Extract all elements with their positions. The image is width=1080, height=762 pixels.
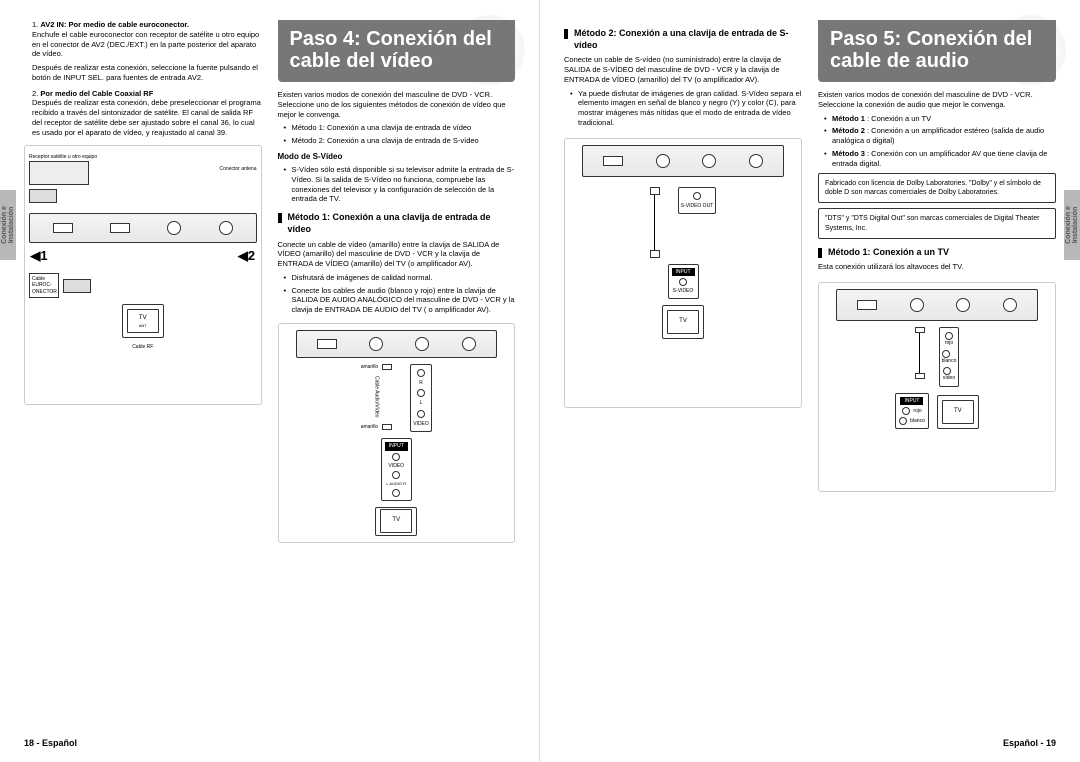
item-av2-title: AV2 IN: Por medio de cable euroconector. [40,20,189,29]
step4-b2: Método 2: Conexión a una clavija de entr… [284,136,516,146]
m2-device [582,145,784,177]
step4-b1: Método 1: Conexión a una clavija de entr… [284,123,516,133]
connection-diagram-1: Receptor satélite u otro equipo Conector… [24,145,262,405]
svideo-bullet: S-Vídeo sólo está disponible si su telev… [284,165,516,204]
m1-tv: TV [375,507,417,536]
page-num-18: 18 - Español [24,738,77,750]
m1-device [296,330,497,358]
item-av2-after: Después de realizar esta conexión, selec… [32,63,262,83]
step5-m1: Método 1 : Conexión a un TV [824,114,1056,124]
p18-col1: 1. AV2 IN: Por medio de cable euroconect… [24,20,262,724]
item-rf-body: Después de realizar esta conexión, debe … [32,98,262,137]
svideo-title: Modo de S-Vídeo [278,152,516,162]
audio-m1-title: Método 1: Conexión a un TV [818,247,1056,259]
diag1-num2: ◀2 [237,247,257,267]
side-tab-left: Conexión e Instalación [0,190,16,260]
dolby-box: Fabricado con licencia de Dolby Laborato… [818,173,1056,203]
diag1-rf-label: Cable RF [29,344,257,351]
method1-diagram: amarillo Cable Audio/Vídeo amarillo R L … [278,323,516,543]
item-rf-title: Por medio del Cable Coaxial RF [40,89,153,98]
diag1-tv: TV ANT [122,304,164,338]
step5-header: Paso 5: Conexión del cable de audio [818,20,1056,82]
p19-col1: Método 2: Conexión a una clavija de entr… [564,20,802,724]
diag1-satbox [29,161,89,185]
m2-input-box: INPUT S-VIDEO [668,264,699,299]
step4-header: Paso 4: Conexión del cable del vídeo [278,20,516,82]
diag1-num1: ◀1 [29,247,49,267]
m1-side-ports: R L VIDEO [410,364,432,433]
diag1-sat-label: Receptor satélite u otro equipo [29,154,97,161]
step5-m2: Método 2 : Conexión a un amplificador es… [824,126,1056,146]
item-av2-num: 1. [32,20,38,29]
method2-diagram: S-VIDEO OUT INPUT S-VIDEO TV [564,138,802,408]
diag1-tv-label: TV ANT [127,309,159,333]
m1-input-box: INPUT VIDEO L AUDIO R [381,438,412,500]
step5-m3: Método 3 : Conexión con un amplificador … [824,149,1056,169]
step5-intro: Existen varios modos de conexión del mas… [818,90,1056,110]
m2-tv: TV [662,305,704,339]
p19-col2: Paso 5: Conexión del cable de audio Exis… [818,20,1056,724]
item-rf: 2. Por medio del Cable Coaxial RF Despué… [32,89,262,138]
page-19: Conexión e Instalación Método 2: Conexió… [540,0,1080,762]
method2-bullet: Ya puede disfrutar de imágenes de gran c… [570,89,802,128]
method2-title: Método 2: Conexión a una clavija de entr… [564,28,802,51]
diag1-euroc-label: Cable EUROC-ONECTOR [29,273,59,299]
item-rf-num: 2. [32,89,38,98]
diag1-ant-label: Conector antena [220,166,257,173]
p18-col2: Paso 4: Conexión del cable del vídeo Exi… [278,20,516,724]
method1-b2: Conecte los cables de audio (blanco y ro… [284,286,516,315]
diag1-scart2 [63,279,91,293]
step5-title: Paso 5: Conexión del cable de audio [830,28,1044,72]
method1-body: Conecte un cable de vídeo (amarillo) ent… [278,240,516,269]
am1-device [836,289,1038,321]
step4-intro: Existen varios modos de conexión del mas… [278,90,516,119]
am1-input: INPUT rojo blanco [895,393,929,430]
diag1-dvdvcr [29,213,257,243]
method1-title: Método 1: Conexión a una clavija de entr… [278,212,516,235]
item-av2-body: Enchufe el cable euroconector con recept… [32,30,262,59]
am1-side-ports: rojo blanco vídeo [939,327,960,387]
diag1-scart1 [29,189,57,203]
am1-tv: TV [937,395,979,429]
method2-body: Conecte un cable de S-vídeo (no suminist… [564,55,802,84]
audio-m1-diagram: rojo blanco vídeo INPUT rojo blanco TV [818,282,1056,492]
page-18: Conexión e Instalación 1. AV2 IN: Por me… [0,0,540,762]
step4-title: Paso 4: Conexión del cable del vídeo [290,28,504,72]
audio-m1-body: Esta conexión utilizará los altavoces de… [818,262,1056,272]
item-av2: 1. AV2 IN: Por medio de cable euroconect… [32,20,262,83]
side-tab-right: Conexión e Instalación [1064,190,1080,260]
method1-b1: Disfrutará de imágenes de calidad normal… [284,273,516,283]
dts-box: "DTS" y "DTS Digital Out" son marcas com… [818,208,1056,238]
side-tab-line2: Instalación [8,207,15,244]
m2-side-port: S-VIDEO OUT [678,187,717,215]
page-num-19: Español - 19 [1003,738,1056,750]
